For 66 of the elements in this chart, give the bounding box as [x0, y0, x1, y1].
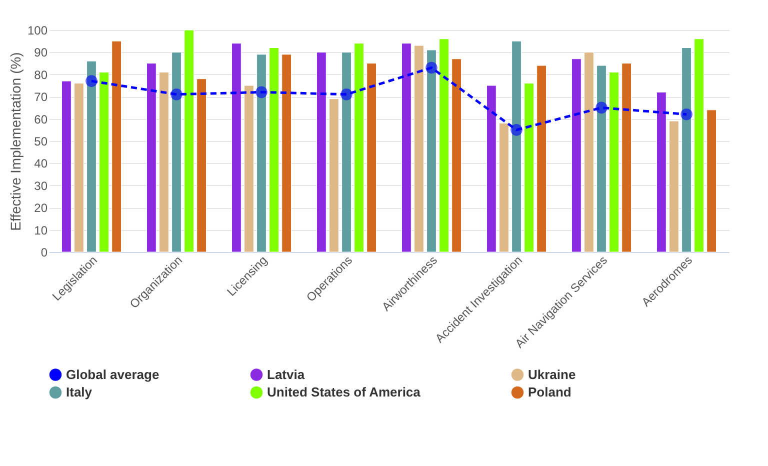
y-tick-label: 50	[34, 134, 48, 148]
bar	[656, 92, 666, 252]
y-tick-label: 30	[34, 178, 48, 193]
bar	[414, 45, 424, 252]
bar	[62, 80, 72, 252]
bar	[99, 72, 109, 252]
bar	[269, 48, 279, 252]
bar	[146, 63, 156, 252]
bar	[524, 83, 534, 252]
bar	[596, 65, 606, 252]
bar	[184, 30, 194, 252]
bar	[402, 43, 412, 252]
point	[170, 88, 182, 100]
legend-label: Latvia	[267, 366, 306, 382]
bar	[86, 60, 96, 252]
y-axis-title: Effective Implementation (%)	[7, 52, 24, 231]
point	[426, 62, 438, 74]
bar	[244, 85, 254, 252]
bar	[282, 54, 292, 252]
legend-label: Italy	[66, 384, 93, 400]
bar	[439, 38, 449, 252]
y-tick-label: 20	[34, 201, 48, 216]
legend-label: Ukraine	[528, 366, 576, 382]
bar	[256, 54, 266, 252]
bar	[342, 52, 352, 252]
bar	[159, 72, 169, 252]
bar	[486, 85, 496, 252]
bar	[112, 40, 122, 252]
point	[256, 86, 268, 98]
y-tick-label: 0	[40, 246, 48, 260]
bar	[316, 52, 326, 252]
bar	[682, 48, 692, 252]
bar	[366, 63, 376, 252]
bar	[499, 122, 509, 252]
legend-label: United States of America	[267, 384, 422, 400]
point	[596, 102, 608, 114]
bar	[74, 83, 84, 252]
bar	[196, 78, 206, 252]
bar	[354, 43, 364, 252]
bar	[452, 58, 462, 252]
bar	[706, 110, 716, 252]
point	[86, 75, 98, 87]
legend-label: Poland	[528, 384, 572, 400]
y-tick-label: 60	[34, 112, 48, 126]
y-tick-label: 90	[34, 46, 48, 60]
bar	[512, 40, 522, 252]
point	[340, 88, 352, 100]
y-tick-label: 80	[34, 68, 48, 82]
y-tick-label: 40	[34, 156, 48, 171]
bar	[572, 58, 582, 252]
bar	[232, 43, 242, 252]
bar	[609, 72, 619, 252]
bar	[426, 50, 436, 252]
y-tick-label: 10	[34, 223, 48, 238]
point	[680, 108, 692, 120]
y-tick-label: 70	[34, 90, 48, 104]
bar	[536, 65, 546, 252]
legend-label: Global average	[66, 366, 160, 382]
point	[510, 124, 522, 136]
bar	[622, 63, 632, 252]
bar	[584, 52, 594, 252]
bar	[329, 98, 339, 252]
bar	[669, 120, 679, 252]
bar	[694, 38, 704, 252]
bar	[172, 52, 182, 252]
y-tick-label: 100	[27, 24, 48, 38]
